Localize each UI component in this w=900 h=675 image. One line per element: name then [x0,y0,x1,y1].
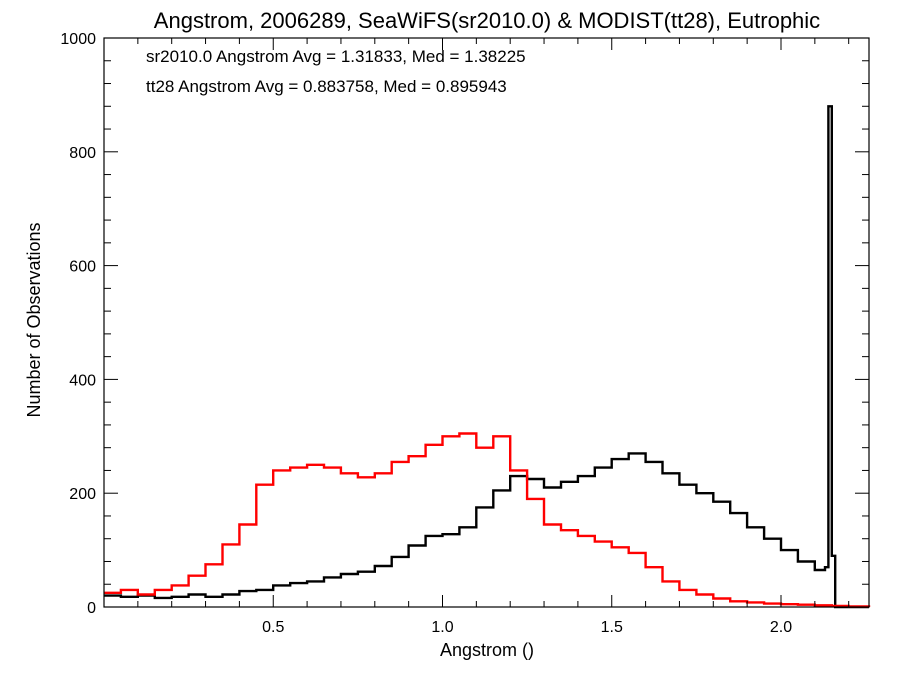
x-axis-label: Angstrom () [440,640,534,660]
y-tick-label: 800 [69,145,96,162]
stats-annotation-sr2010: sr2010.0 Angstrom Avg = 1.31833, Med = 1… [146,47,526,66]
y-axis-label: Number of Observations [24,222,44,417]
axes-layer: 0.5 1.0 1.5 2.0 0 200 400 600 800 1000 [60,31,870,636]
y-tick-label: 1000 [60,31,96,48]
series-line-sr2010-0 [104,105,869,609]
plot-background [104,38,869,607]
y-tick-label: 200 [69,486,96,503]
plot-frame [103,37,870,608]
x-tick-label: 1.5 [601,619,623,636]
y-tick-label: 0 [87,600,96,617]
x-tick-label: 0.5 [262,619,284,636]
y-tick-label: 600 [69,259,96,276]
plot-area [104,38,869,607]
chart-title: Angstrom, 2006289, SeaWiFS(sr2010.0) & M… [154,8,820,33]
x-tick-label: 2.0 [770,619,792,636]
stats-annotation-tt28: tt28 Angstrom Avg = 0.883758, Med = 0.89… [146,77,507,96]
y-tick-label: 400 [69,372,96,389]
x-tick-label: 1.0 [431,619,453,636]
